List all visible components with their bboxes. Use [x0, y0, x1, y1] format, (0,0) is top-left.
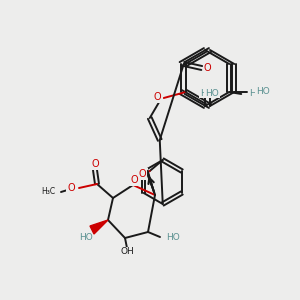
- Text: HO: HO: [79, 233, 93, 242]
- Text: O: O: [130, 175, 138, 185]
- Text: O: O: [204, 63, 212, 73]
- Text: H₃C: H₃C: [41, 188, 55, 196]
- Text: O: O: [91, 159, 99, 169]
- Text: O: O: [154, 92, 162, 102]
- Text: O: O: [67, 183, 75, 193]
- Text: HO: HO: [205, 88, 219, 98]
- Polygon shape: [90, 220, 108, 234]
- Text: HO: HO: [200, 88, 214, 98]
- Text: HO: HO: [166, 232, 180, 242]
- Text: O: O: [139, 169, 147, 179]
- Text: OH: OH: [120, 248, 134, 256]
- Text: HO: HO: [256, 88, 270, 97]
- Polygon shape: [148, 170, 155, 195]
- Text: HO: HO: [249, 89, 263, 98]
